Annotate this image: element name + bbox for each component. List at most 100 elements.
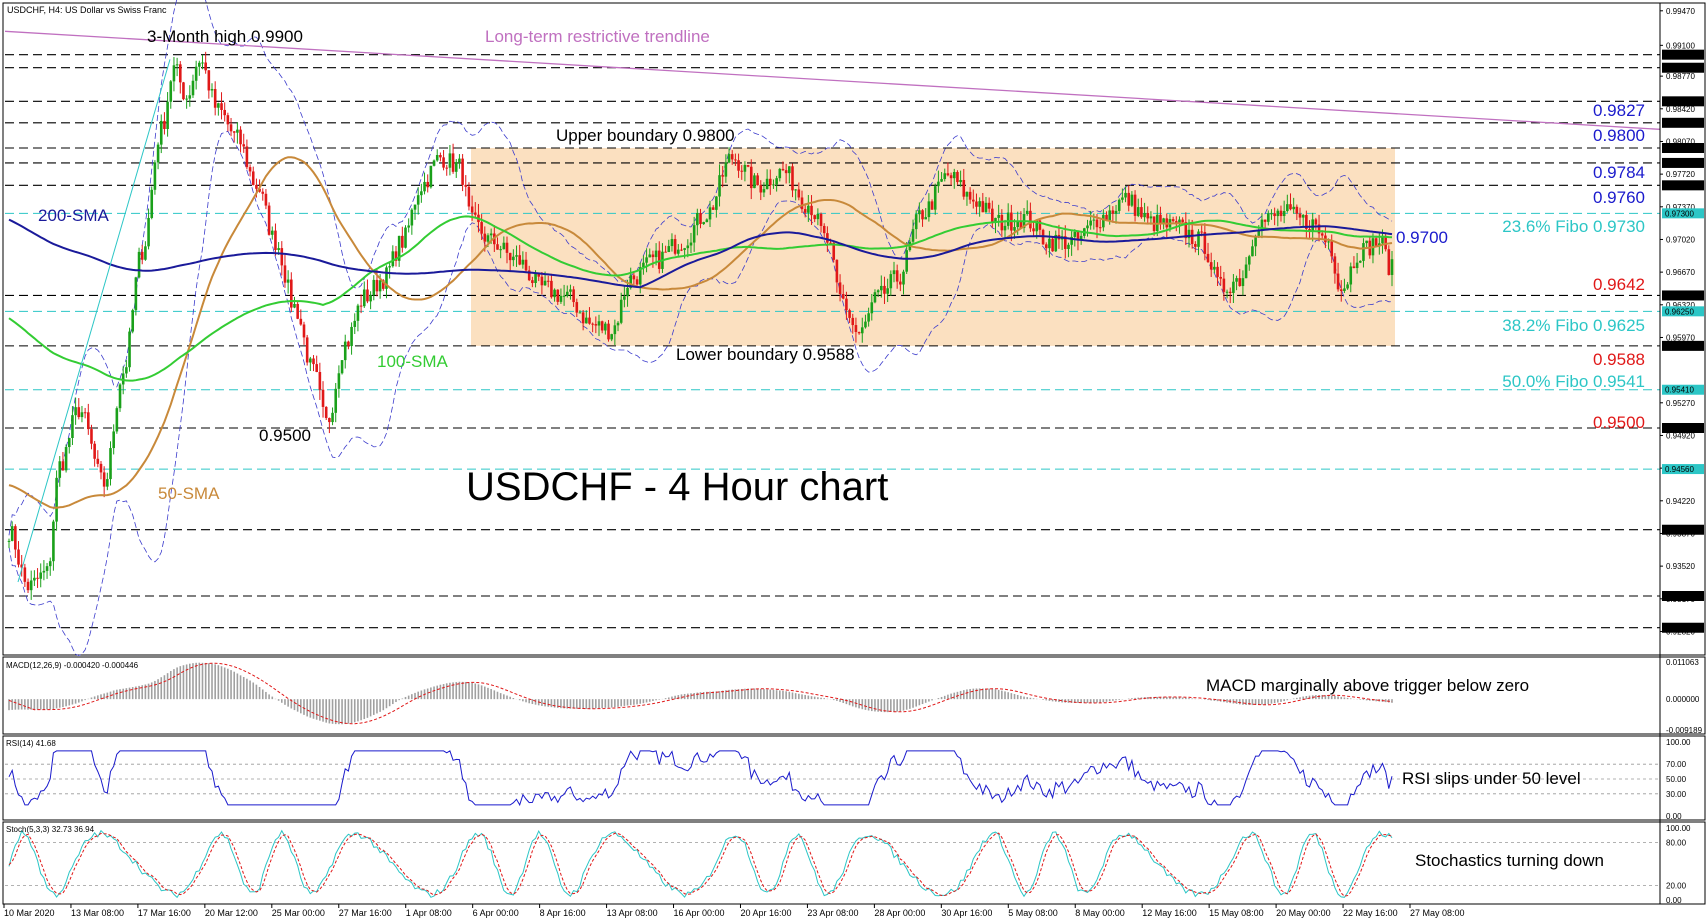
bull-candle [112,431,115,449]
upper-boundary-annotation: Upper boundary 0.9800 [556,126,735,145]
bull-candle [1108,210,1111,221]
y-tick-label: 0.99100 [1666,41,1695,50]
bear-candle [1095,219,1099,228]
bull-candle [175,64,179,66]
bull-candle [1266,213,1270,222]
bull-candle [775,178,778,185]
bull-candle [927,201,931,218]
y-tick-label: 0.93520 [1666,562,1695,571]
bull-candle [42,570,46,573]
macd-signal-line [8,662,1393,725]
bull-candle [350,326,353,347]
stoch-tick-label: 0.00 [1666,896,1682,905]
bull-candle [1114,210,1118,214]
rsi-tick-label: 70.00 [1666,760,1687,769]
bear-candle [1289,204,1292,210]
bull-candle [623,296,626,300]
bear-candle [813,215,816,220]
bear-candle [1238,278,1242,287]
bear-candle [673,239,677,254]
bear-candle [737,160,740,171]
bear-candle [635,279,639,285]
bear-candle [746,165,750,167]
bull-candle [940,179,943,182]
bull-candle [1232,281,1235,293]
bear-candle [258,188,261,192]
bull-candle [1197,231,1200,247]
bear-candle [1320,233,1324,236]
level-tag-box [1662,49,1704,60]
bear-candle [505,242,509,253]
y-tick-label: 0.94220 [1666,497,1695,506]
high-annotation: 3-Month high 0.9900 [147,27,303,46]
bull-candle [58,461,62,478]
bull-candle [965,191,969,197]
bear-candle [381,280,385,289]
bull-candle [125,367,128,374]
bull-candle [864,321,867,328]
bull-candle [64,447,68,471]
bear-candle [315,364,318,373]
bear-candle [971,199,975,202]
bear-candle [1330,241,1334,257]
bull-candle [1136,207,1140,216]
bear-candle [1200,231,1203,233]
bear-candle [1098,227,1102,229]
bear-candle [470,206,474,213]
bull-candle [144,246,147,260]
macd-tick-label: 0.011063 [1666,658,1699,667]
bear-candle [537,273,541,277]
bull-candle [118,384,122,409]
bear-candle [1159,214,1162,225]
bear-candle [797,189,801,198]
level-tag-text: 0.93910 [1665,526,1694,535]
bear-candle [540,276,544,286]
bull-candle [1343,288,1346,291]
y-tick-label: 0.98770 [1666,72,1695,81]
bull-candle [1276,210,1280,217]
bear-candle [956,172,959,183]
bull-candle [369,295,372,302]
upper-band [8,0,1393,536]
bull-candle [1162,218,1165,225]
bear-candle [1127,192,1131,206]
right-level-label: 0.9642 [1593,275,1645,294]
bear-candle [299,318,303,325]
bull-candle [1355,262,1359,269]
bear-candle [664,251,667,253]
bear-candle [784,170,788,174]
bull-candle [1086,225,1089,229]
bull-candle [1346,284,1349,289]
bull-candle [1187,229,1191,239]
rsi-line [8,750,1393,807]
bull-candle [388,266,391,268]
bear-candle [226,115,230,125]
bull-candle [131,310,135,332]
bear-candle [550,280,553,298]
bull-candle [543,280,547,286]
bull-candle [1143,213,1146,218]
x-tick-label: 6 Apr 00:00 [473,908,519,918]
bull-candle [1235,278,1238,282]
y-tick-label: 0.98070 [1666,137,1695,146]
bull-candle [718,175,721,197]
bull-candle [134,277,138,311]
bull-candle [565,291,569,296]
bear-candle [1194,243,1197,247]
bear-candle [102,472,106,487]
bull-candle [994,217,997,223]
bear-candle [711,207,715,210]
bear-candle [949,175,953,179]
sma100-label: 100-SMA [377,352,449,371]
bear-candle [810,205,813,216]
sma200-label: 200-SMA [38,206,110,225]
bull-candle [52,521,55,562]
y-tick-label: 0.96670 [1666,268,1695,277]
bull-candle [1286,204,1289,212]
bear-candle [1203,231,1207,254]
bull-candle [645,257,648,263]
right-level-label: 0.9588 [1593,350,1645,369]
bear-candle [838,282,842,295]
bear-candle [1146,213,1150,219]
right-level-label: 0.9500 [1593,413,1645,432]
